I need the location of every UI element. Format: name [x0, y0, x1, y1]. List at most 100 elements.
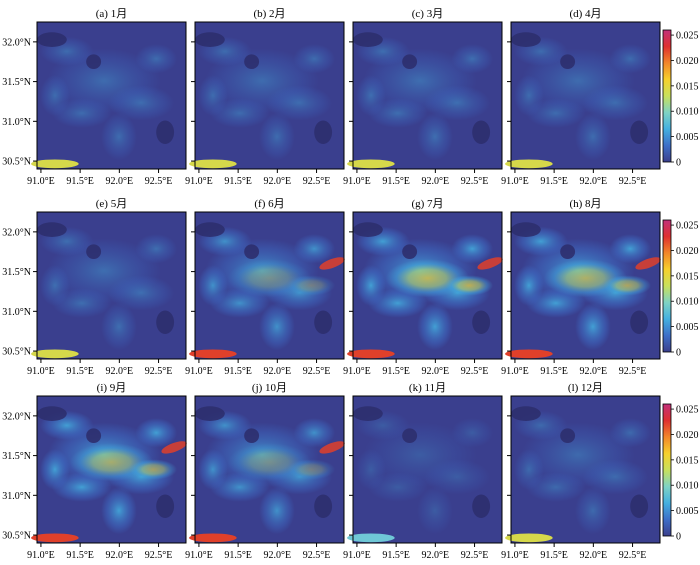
- high-value-region: [287, 459, 336, 480]
- panel-frame: [36, 395, 187, 544]
- x-tick-label: 91.5°E: [66, 366, 94, 377]
- x-tick-label: 92.0°E: [264, 366, 292, 377]
- coverage-region: [197, 448, 228, 491]
- x-tick-label: 91.0°E: [185, 550, 213, 561]
- lake-region: [472, 310, 491, 335]
- valley-strip: [31, 159, 79, 169]
- panel-title: (d) 4月: [569, 8, 601, 20]
- lake-region: [37, 406, 67, 421]
- coverage-region: [417, 303, 453, 351]
- coverage-region: [513, 74, 544, 117]
- valley-strip: [347, 159, 395, 169]
- x-tick-label: 91.0°E: [185, 366, 213, 377]
- lake-region: [472, 120, 491, 145]
- panel-grid: (a) 1月 91.0°E 91.5°E 92.0°E 92.5°E 32.0°N 31.5…: [2, 8, 661, 561]
- x-tick-label: 92.5°E: [461, 550, 489, 561]
- x-tick-label: 92.5°E: [145, 550, 173, 561]
- x-tick-label: 92.5°E: [619, 550, 647, 561]
- coverage-region: [259, 303, 295, 351]
- x-tick-label: 91.5°E: [382, 550, 410, 561]
- x-tick-label: 91.0°E: [27, 550, 55, 561]
- east-hot-ridge: [477, 257, 503, 270]
- coverage-region: [451, 44, 494, 74]
- coverage-region: [417, 487, 453, 535]
- x-tick-label: 91.5°E: [66, 550, 94, 561]
- lake-region: [156, 310, 175, 335]
- lake-region: [37, 32, 67, 47]
- y-tick-label: 31.5°N: [2, 267, 31, 278]
- panel-frame: [510, 211, 661, 360]
- lake-region: [195, 406, 225, 421]
- colorbar-tick-label: 0.005: [676, 506, 699, 517]
- east-hot-ridge: [161, 441, 187, 454]
- lake-region: [511, 406, 541, 421]
- coverage-region: [135, 234, 178, 264]
- coverage-region: [293, 418, 336, 448]
- lake-region: [86, 428, 102, 444]
- coverage-region: [135, 44, 178, 74]
- colorbar-tick-label: 0.025: [676, 31, 699, 42]
- lake-region: [86, 244, 102, 260]
- lake-region: [314, 120, 333, 145]
- y-tick-label: 31.0°N: [2, 491, 31, 502]
- lake-region: [560, 428, 576, 444]
- colorbar-tick-label: 0.025: [676, 405, 699, 416]
- lake-region: [402, 428, 418, 444]
- lake-region: [244, 54, 260, 70]
- coverage-region: [101, 113, 137, 161]
- coverage-region: [259, 113, 295, 161]
- panel-title: (k) 11月: [409, 382, 446, 394]
- x-tick-label: 92.0°E: [264, 550, 292, 561]
- panel-title: (h) 8月: [569, 198, 601, 210]
- lake-region: [244, 428, 260, 444]
- lake-region: [560, 54, 576, 70]
- lake-region: [86, 54, 102, 70]
- x-tick-label: 92.0°E: [264, 176, 292, 187]
- x-tick-label: 92.5°E: [303, 550, 331, 561]
- panel-frame: [352, 21, 503, 170]
- map-panel: (d) 4月 91.0°E 91.5°E 92.0°E 92.5°E: [501, 8, 661, 187]
- coverage-region: [355, 264, 386, 307]
- coverage-region: [582, 459, 649, 495]
- panel-title: (i) 9月: [97, 382, 127, 394]
- valley-strip: [505, 533, 553, 543]
- x-tick-label: 92.5°E: [303, 366, 331, 377]
- x-tick-label: 91.0°E: [501, 176, 529, 187]
- x-tick-label: 91.5°E: [224, 550, 252, 561]
- x-tick-label: 92.0°E: [580, 176, 608, 187]
- lake-region: [353, 406, 383, 421]
- x-tick-label: 92.5°E: [619, 366, 647, 377]
- colorbar-tick-label: 0: [676, 158, 681, 169]
- x-tick-label: 92.0°E: [422, 366, 450, 377]
- colorbar-tick-label: 0.025: [676, 221, 699, 232]
- colorbar: 0.025 0.020 0.015 0.010 0.005 0: [662, 219, 699, 359]
- coverage-region: [259, 487, 295, 535]
- x-tick-label: 91.0°E: [343, 366, 371, 377]
- coverage-region: [293, 234, 336, 264]
- y-tick-label: 30.5°N: [2, 157, 31, 168]
- lake-region: [314, 310, 333, 335]
- map-panel: (i) 9月 91.0°E 91.5°E 92.0°E 92.5°E 32.0°N 31.5…: [2, 382, 187, 561]
- valley-strip: [31, 349, 79, 359]
- valley-strip: [347, 533, 395, 543]
- x-tick-label: 91.5°E: [224, 176, 252, 187]
- east-hot-ridge: [319, 441, 345, 454]
- colorbar-tick-label: 0.015: [676, 81, 699, 92]
- x-tick-label: 91.0°E: [343, 176, 371, 187]
- y-tick-label: 32.0°N: [2, 411, 31, 422]
- lake-region: [402, 244, 418, 260]
- valley-strip: [189, 349, 237, 359]
- map-panel: (f) 6月 91.0°E 91.5°E 92.0°E 92.5°E: [185, 198, 345, 377]
- colorbar: 0.025 0.020 0.015 0.010 0.005 0: [662, 29, 699, 169]
- x-tick-label: 92.0°E: [422, 550, 450, 561]
- high-value-region: [287, 275, 336, 296]
- x-tick-label: 92.0°E: [106, 176, 134, 187]
- colorbar-scale: [662, 403, 672, 537]
- lake-region: [511, 32, 541, 47]
- lake-region: [314, 494, 333, 519]
- x-tick-label: 91.5°E: [66, 176, 94, 187]
- panel-title: (c) 3月: [412, 8, 443, 20]
- colorbar-tick-label: 0.010: [676, 107, 699, 118]
- panel-title: (j) 10月: [252, 382, 287, 394]
